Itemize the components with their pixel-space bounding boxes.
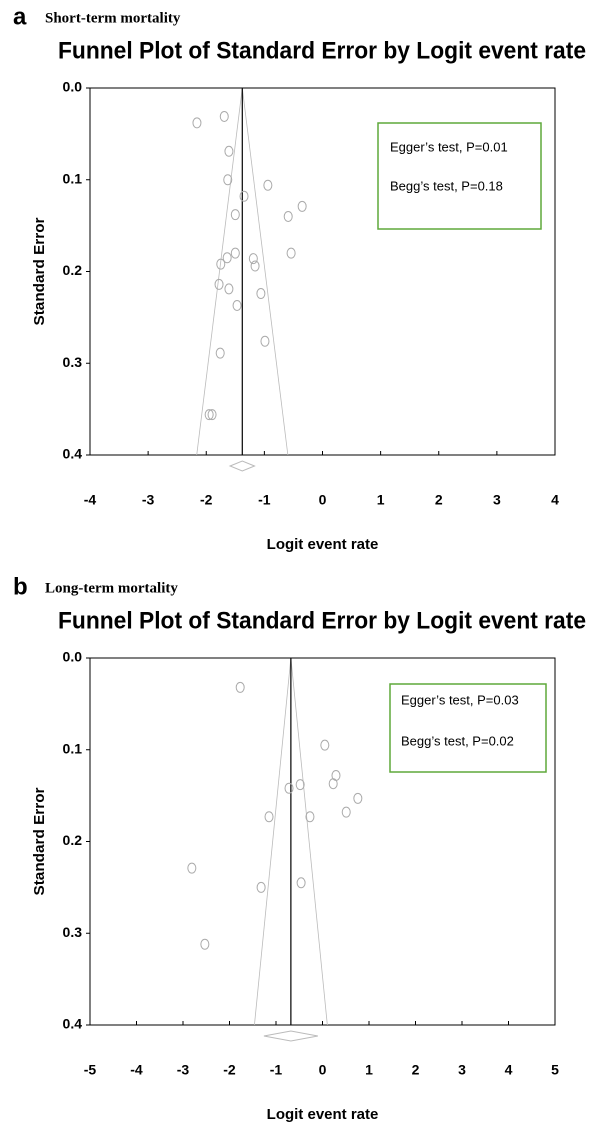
study-point: [295, 779, 305, 791]
y-axis-label: Standard Error: [31, 217, 48, 325]
study-point: [223, 174, 233, 186]
summary-diamond: [263, 1030, 318, 1042]
summary-diamond: [228, 460, 256, 472]
y-tick-label: 0.4: [63, 446, 83, 462]
study-point: [248, 253, 258, 265]
x-tick-label: 0: [319, 492, 327, 508]
chart-title: Funnel Plot of Standard Error by Logit e…: [58, 607, 586, 634]
annotation-box: [377, 122, 542, 230]
chart-title: Funnel Plot of Standard Error by Logit e…: [58, 37, 586, 64]
x-tick-label: 4: [505, 1062, 513, 1078]
x-tick-label: -4: [130, 1062, 143, 1078]
panel-subtitle: Long-term mortality: [45, 580, 178, 596]
study-point: [328, 778, 338, 790]
x-tick-label: -1: [258, 492, 271, 508]
study-point: [305, 811, 315, 823]
study-point: [250, 260, 260, 272]
y-tick-label: 0.3: [63, 354, 83, 370]
x-tick-label: -3: [177, 1062, 190, 1078]
study-point: [214, 278, 224, 290]
study-point: [219, 110, 229, 122]
study-point: [256, 288, 266, 300]
x-tick-label: 0: [319, 1062, 327, 1078]
y-tick-label: 0.2: [63, 832, 83, 848]
y-tick-label: 0.0: [63, 79, 83, 95]
study-point: [341, 806, 351, 818]
y-tick-label: 0.4: [63, 1016, 83, 1032]
study-point: [284, 782, 294, 794]
y-tick-label: 0.1: [63, 740, 83, 756]
study-point: [353, 792, 363, 804]
x-tick-label: 1: [365, 1062, 373, 1078]
x-axis-label: Logit event rate: [267, 1106, 379, 1123]
x-tick-label: 4: [551, 492, 559, 508]
study-point: [224, 283, 234, 295]
study-point: [297, 200, 307, 212]
x-axis-label: Logit event rate: [267, 536, 379, 553]
y-tick-label: 0.1: [63, 170, 83, 186]
funnel-right: [290, 657, 328, 1026]
study-point: [232, 299, 242, 311]
y-tick-label: 0.2: [63, 262, 83, 278]
study-point: [263, 179, 273, 191]
x-tick-label: -5: [84, 1062, 97, 1078]
y-tick-label: 0.3: [63, 924, 83, 940]
y-tick-label: 0.0: [63, 649, 83, 665]
annotation: Begg’s test, P=0.18: [390, 178, 503, 193]
study-point: [192, 117, 202, 129]
study-point: [200, 938, 210, 950]
x-tick-label: 2: [412, 1062, 420, 1078]
study-point: [215, 347, 225, 359]
study-point: [230, 247, 240, 259]
study-point: [216, 258, 226, 270]
study-point: [204, 409, 214, 421]
study-point: [187, 862, 197, 874]
x-tick-label: 2: [435, 492, 443, 508]
x-tick-label: 5: [551, 1062, 559, 1078]
study-point: [235, 681, 245, 693]
funnel-left: [254, 657, 292, 1026]
study-point: [222, 252, 232, 264]
panel-label: a: [13, 3, 27, 30]
x-tick-label: -2: [223, 1062, 236, 1078]
study-point: [224, 145, 234, 157]
annotation: Egger’s test, P=0.01: [390, 139, 508, 154]
annotation: Egger’s test, P=0.03: [401, 692, 519, 707]
study-point: [230, 209, 240, 221]
study-point: [320, 739, 330, 751]
annotation-box: [389, 683, 547, 773]
x-tick-label: -4: [84, 492, 97, 508]
study-point: [264, 811, 274, 823]
x-tick-label: 3: [458, 1062, 466, 1078]
panel-subtitle: Short-term mortality: [45, 10, 181, 26]
funnel-right: [241, 87, 289, 456]
study-point: [239, 190, 249, 202]
study-point: [283, 210, 293, 222]
x-tick-label: 3: [493, 492, 501, 508]
panel-label: b: [13, 573, 28, 600]
study-point: [296, 877, 306, 889]
funnel-left: [196, 87, 243, 456]
x-tick-label: -2: [200, 492, 213, 508]
annotation: Begg’s test, P=0.02: [401, 733, 514, 748]
x-tick-label: -1: [270, 1062, 283, 1078]
study-point: [286, 247, 296, 259]
y-axis-label: Standard Error: [31, 787, 48, 895]
study-point: [207, 409, 217, 421]
x-tick-label: 1: [377, 492, 385, 508]
x-tick-label: -3: [142, 492, 155, 508]
study-point: [256, 881, 266, 893]
study-point: [260, 335, 270, 347]
